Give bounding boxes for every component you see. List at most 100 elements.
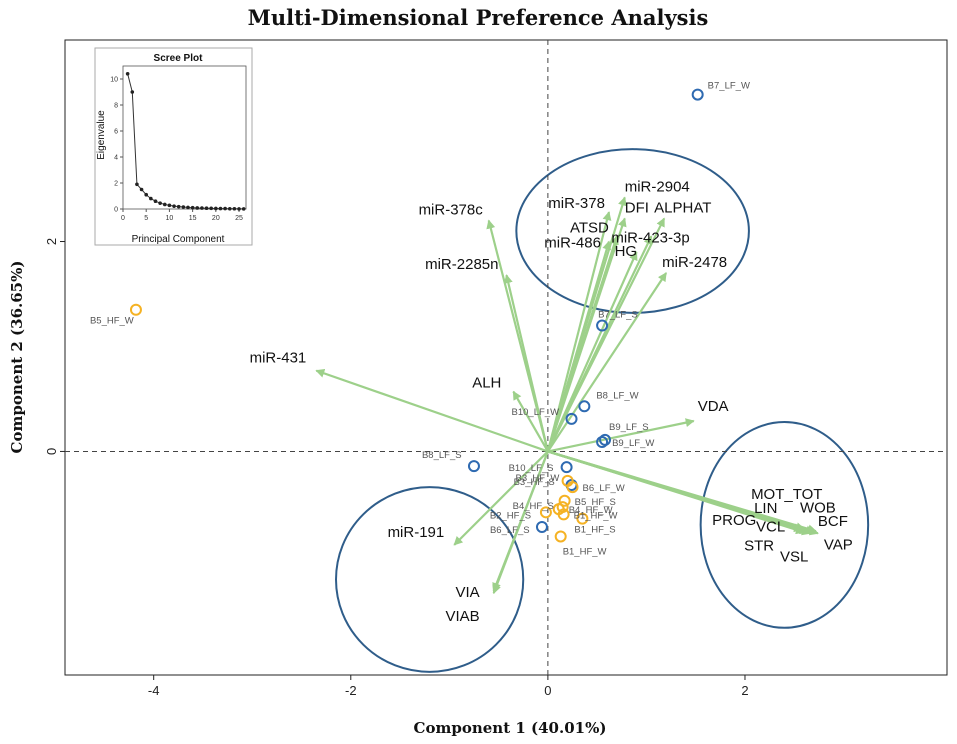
vector-arrow-miR-486: [546, 240, 612, 452]
plot-frame: [64, 39, 948, 676]
observation-label: B3_HF_S: [514, 477, 555, 488]
observation-label: B8_LF_S: [422, 450, 462, 461]
scree-point: [176, 204, 181, 209]
observation-point: [599, 433, 612, 446]
vector-arrow-miR-423-3p: [546, 235, 653, 452]
vector-arrow-ALH: [512, 390, 549, 452]
scree-y-tick-label: 4: [114, 155, 118, 162]
scree-plot-area: [122, 65, 247, 210]
scree-point: [237, 207, 241, 211]
scree-x-tick-label: 0: [121, 215, 125, 222]
vector-label: VDA: [698, 398, 729, 415]
observation-point: [596, 435, 609, 448]
observation-label: B7_LF_S: [598, 309, 638, 320]
observation-point: [596, 319, 609, 332]
observation-label: B5_HF_S: [575, 497, 616, 508]
observation-label: B9_LF_S: [609, 422, 649, 433]
observation-point: [558, 494, 571, 507]
scree-y-tick-label: 0: [114, 207, 118, 214]
scree-x-tick-label: 20: [212, 215, 220, 222]
scree-point: [125, 72, 130, 76]
scree-point: [172, 204, 176, 208]
x-tick-label: -4: [148, 683, 160, 698]
observation-point: [578, 400, 591, 413]
scree-point: [209, 206, 213, 211]
scree-point: [241, 207, 246, 211]
scree-frame: [94, 47, 253, 246]
observation-point: [691, 88, 704, 101]
observation-label: B7_LF_W: [708, 81, 750, 92]
vector-arrow-VDA: [547, 418, 695, 453]
vector-arrow-VAP: [547, 450, 819, 536]
vector-arrow-miR-2285n: [503, 274, 549, 452]
ellipse-velocity-group: [699, 421, 870, 629]
scree-point: [223, 206, 227, 211]
vector-label: MOT_TOT: [751, 486, 822, 503]
scree-point: [158, 201, 162, 205]
vector-label: VCL: [756, 518, 785, 535]
vector-label: DFI: [625, 199, 649, 216]
observation-point: [566, 481, 579, 494]
vector-label: miR-2904: [625, 178, 690, 195]
vector-label: VSL: [780, 548, 808, 565]
observation-label: B6_LF_W: [583, 483, 625, 494]
vector-label: HG: [615, 243, 638, 260]
observation-label: B10_LF_S: [509, 463, 554, 474]
vector-arrow-miR-378: [546, 211, 612, 452]
vector-label: miR-431: [250, 350, 307, 367]
vector-label: miR-486: [544, 235, 601, 252]
observation-point: [467, 460, 480, 473]
observation-label: B9_LF_W: [612, 438, 654, 449]
scree-x-tick-label: 5: [144, 215, 148, 222]
observation-point: [557, 508, 570, 521]
x-tick-label: 0: [544, 683, 551, 698]
x-tick-label: 2: [741, 683, 748, 698]
observation-label: B1_HF_S: [574, 525, 615, 536]
vector-label: BCF: [818, 513, 848, 530]
scree-point: [130, 90, 135, 94]
vector-label: miR-378: [548, 195, 605, 212]
scree-point: [153, 199, 158, 203]
observation-label: B1_HF_W: [563, 546, 607, 557]
vector-label: miR-191: [388, 524, 445, 541]
scree-inset: Scree Plot Principal Component Eigenvalu…: [94, 47, 253, 246]
vector-label: ALH: [472, 375, 501, 392]
observation-point: [554, 530, 567, 543]
vector-label: VIA: [455, 584, 479, 601]
scree-y-tick-label: 8: [114, 103, 118, 110]
scree-x-tick-label: 25: [235, 215, 243, 222]
scree-point: [195, 206, 200, 210]
vector-label: VAP: [824, 536, 853, 553]
observation-label: B10_LF_W: [512, 407, 560, 418]
scree-point: [200, 206, 204, 210]
scree-point: [204, 206, 209, 211]
y-tick-label: 0: [44, 448, 59, 455]
ellipse-mirna-motion-group: [515, 148, 750, 314]
vector-label: PROG: [712, 512, 756, 529]
vector-arrow-miR-431: [315, 369, 549, 453]
ellipse-viability-group: [335, 486, 525, 673]
observation-point: [560, 461, 573, 474]
vector-label: miR-378c: [419, 202, 484, 219]
x-axis-title: Component 1 (40.01%): [414, 719, 607, 737]
observation-point: [129, 303, 142, 316]
scree-y-label: Eigenvalue: [96, 110, 107, 160]
vector-arrow-VIAB: [492, 451, 549, 595]
scree-point: [181, 205, 186, 209]
chart-title: Multi-Dimensional Preference Analysis: [248, 5, 709, 30]
vector-label: STR: [744, 537, 774, 554]
vector-label: miR-423-3p: [611, 229, 689, 246]
observation-point: [576, 512, 589, 525]
vector-label: ALPHAT: [654, 199, 711, 216]
scree-y-tick-label: 10: [110, 77, 118, 84]
observation-point: [539, 506, 552, 519]
observation-label: B2_HF_S: [490, 510, 531, 521]
observation-point: [535, 521, 548, 534]
y-axis-title: Component 2 (36.65%): [8, 261, 26, 454]
x-tick-label: -2: [345, 683, 357, 698]
vector-label: VIAB: [445, 608, 479, 625]
observation-point: [565, 412, 578, 425]
scree-title: Scree Plot: [154, 53, 204, 64]
scree-point: [218, 206, 223, 211]
